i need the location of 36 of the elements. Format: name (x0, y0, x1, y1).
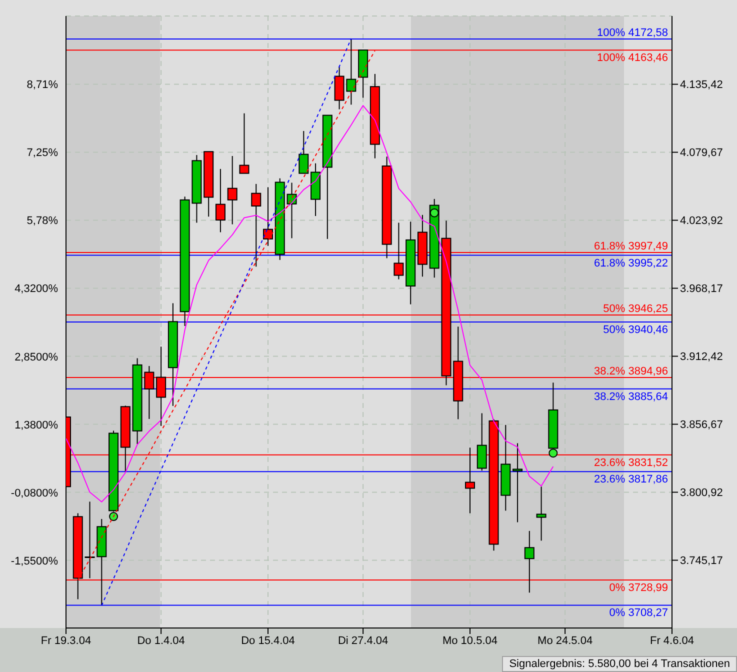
y-tick-label: -0,0800% (10, 487, 58, 500)
x-tick-label: Do 15.4.04 (241, 634, 295, 647)
ref-line-label: 23.6% 3831,52 (594, 456, 668, 469)
ref-line-label: 0% 3728,99 (609, 582, 668, 594)
x-tick-label: Fr 19.3.04 (40, 634, 92, 647)
x-tick-label: Fr 4.6.04 (650, 634, 694, 647)
y-tick-label: 2,8500% (14, 351, 58, 364)
y2-tick-label: 4.135,42 (680, 79, 723, 92)
ref-line-label: 100% 4163,46 (597, 52, 668, 64)
ref-line-label: 61.8% 3995,22 (594, 257, 668, 270)
ref-line-label: 50% 3940,46 (603, 324, 668, 336)
ref-line-label: 61.8% 3997,49 (594, 240, 668, 252)
y-tick-label: 1,3800% (14, 420, 58, 432)
text: Signalergebnis: 5.580,00 bei 4 Transaktionen (502, 656, 737, 672)
y-tick-label: 4,3200% (14, 283, 58, 296)
y-tick-label: -1,5500% (10, 556, 58, 568)
ref-line-label: 23.6% 3817,86 (594, 474, 668, 486)
ref-line-label: 38.2% 3894,96 (594, 366, 668, 378)
y-tick-label: 5,78% (26, 215, 58, 228)
ref-line-label: 50% 3946,25 (603, 302, 668, 315)
y-tick-label: 7,25% (26, 146, 58, 159)
x-tick-label: Mo 10.5.04 (442, 634, 498, 647)
ref-line-label: 38.2% 3885,64 (594, 390, 668, 403)
x-tick-label: Mo 24.5.04 (538, 634, 593, 647)
ref-line-label: 0% 3708,27 (609, 607, 668, 620)
ref-line-label: 100% 4172,58 (597, 26, 668, 39)
y2-tick-label: 4.079,67 (680, 147, 723, 160)
x-tick-label: Di 27.4.04 (338, 634, 388, 647)
y2-tick-label: 3.912,42 (680, 351, 723, 364)
y2-tick-label: 3.968,17 (680, 283, 723, 296)
y2-tick-label: 4.023,92 (680, 215, 723, 228)
x-tick-label: Do 1.4.04 (137, 634, 185, 647)
y-tick-label: 8,71% (26, 79, 58, 92)
y2-tick-label: 3.745,17 (680, 555, 723, 568)
y2-tick-label: 3.800,92 (680, 487, 723, 500)
y2-tick-label: 3.856,67 (680, 419, 723, 432)
